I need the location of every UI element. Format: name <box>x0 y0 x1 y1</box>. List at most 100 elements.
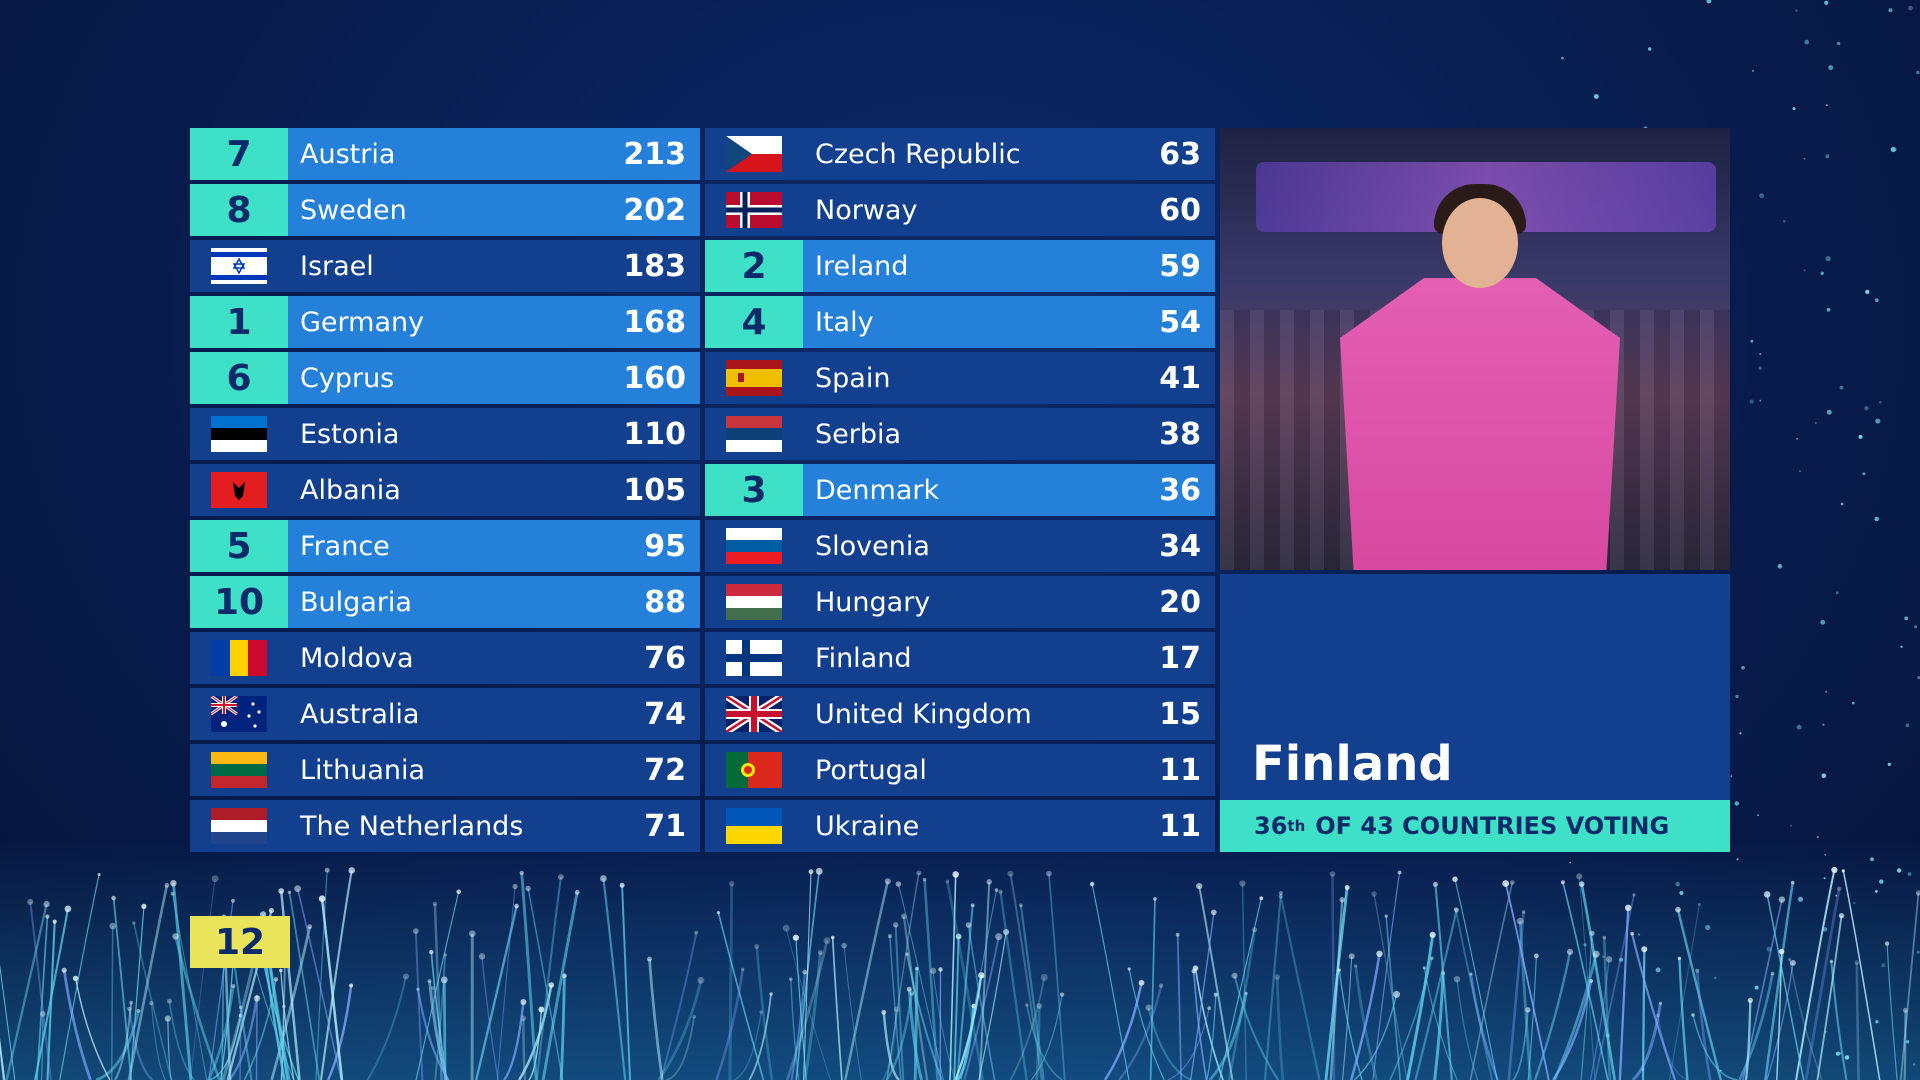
points-awarded: 8 <box>226 189 252 231</box>
country-score: 54 <box>1159 304 1201 340</box>
uk-flag-icon <box>726 696 782 732</box>
scoreboard-row-australia: Australia 74 <box>190 688 700 740</box>
finland-flag-icon <box>726 640 782 676</box>
flag-cell <box>705 688 803 740</box>
czech-flag-icon <box>726 136 782 172</box>
flag-cell <box>705 744 803 796</box>
country-name: Moldova <box>300 642 414 674</box>
country-name: Portugal <box>815 754 927 786</box>
points-awarded: 7 <box>226 133 252 175</box>
scoreboard-row-bulgaria: 10 Bulgaria 88 <box>190 576 700 628</box>
scoreboard-row-moldova: Moldova 76 <box>190 632 700 684</box>
scoreboard-row-italy: 4 Italy 54 <box>705 296 1215 348</box>
slovenia-flag-icon <box>726 528 782 564</box>
flag-cell <box>190 800 288 852</box>
points-awarded: 3 <box>741 469 767 511</box>
country-score: 105 <box>623 472 686 508</box>
country-score: 88 <box>644 584 686 620</box>
points-badge: 6 <box>190 352 288 404</box>
estonia-flag-icon <box>211 416 267 452</box>
scoreboard-row-cyprus: 6 Cyprus 160 <box>190 352 700 404</box>
country-score: 38 <box>1159 416 1201 452</box>
country-score: 17 <box>1159 640 1201 676</box>
hungary-flag-icon <box>726 584 782 620</box>
country-name: Hungary <box>815 586 931 618</box>
points-badge: 3 <box>705 464 803 516</box>
scoreboard-row-finland: Finland 17 <box>705 632 1215 684</box>
scoreboard-left-column: 7 Austria 213 8 Sweden 202 Israel 183 1 Germany 16… <box>190 128 700 856</box>
scoreboard-row-lithuania: Lithuania 72 <box>190 744 700 796</box>
country-score: 202 <box>623 192 686 228</box>
country-name: France <box>300 530 390 562</box>
scoreboard-row-ireland: 2 Ireland 59 <box>705 240 1215 292</box>
country-name: Spain <box>815 362 891 394</box>
spokesperson-video <box>1220 128 1730 570</box>
country-score: 76 <box>644 640 686 676</box>
country-score: 36 <box>1159 472 1201 508</box>
voting-total-text: OF 43 COUNTRIES VOTING <box>1315 812 1670 840</box>
country-name: Australia <box>300 698 420 730</box>
scoreboard-row-czech: Czech Republic 63 <box>705 128 1215 180</box>
netherlands-flag-icon <box>211 808 267 844</box>
flag-cell <box>190 688 288 740</box>
ukraine-flag-icon <box>726 808 782 844</box>
scoreboard-row-netherlands: The Netherlands 71 <box>190 800 700 852</box>
flag-cell <box>190 464 288 516</box>
scoreboard-right-column: Czech Republic 63 Norway 60 2 Ireland 59 4 Italy… <box>705 128 1215 856</box>
points-badge: 2 <box>705 240 803 292</box>
flag-cell <box>705 632 803 684</box>
albania-flag-icon <box>211 472 267 508</box>
presenter-head <box>1442 198 1518 288</box>
country-name: Cyprus <box>300 362 395 394</box>
country-name: Czech Republic <box>815 138 1021 170</box>
points-awarded: 1 <box>226 301 252 343</box>
country-score: 41 <box>1159 360 1201 396</box>
flag-cell <box>705 184 803 236</box>
country-name: Albania <box>300 474 401 506</box>
lithuania-flag-icon <box>211 752 267 788</box>
points-badge: 1 <box>190 296 288 348</box>
country-score: 15 <box>1159 696 1201 732</box>
country-name: Ireland <box>815 250 909 282</box>
country-score: 60 <box>1159 192 1201 228</box>
flag-cell <box>190 408 288 460</box>
points-awarded: 10 <box>213 581 265 623</box>
moldova-flag-icon <box>211 640 267 676</box>
country-score: 168 <box>623 304 686 340</box>
country-name: Serbia <box>815 418 902 450</box>
country-score: 11 <box>1159 752 1201 788</box>
country-score: 63 <box>1159 136 1201 172</box>
scoreboard-row-germany: 1 Germany 168 <box>190 296 700 348</box>
israel-flag-icon <box>211 248 267 284</box>
spokesperson-info-panel: Finland <box>1220 574 1730 800</box>
country-name: Estonia <box>300 418 400 450</box>
presenter-figure <box>1340 278 1620 570</box>
country-score: 213 <box>623 136 686 172</box>
flag-cell <box>190 744 288 796</box>
scoreboard-row-israel: Israel 183 <box>190 240 700 292</box>
country-score: 71 <box>644 808 686 844</box>
scoreboard-row-serbia: Serbia 38 <box>705 408 1215 460</box>
scoreboard-row-uk: United Kingdom 15 <box>705 688 1215 740</box>
flag-cell <box>705 352 803 404</box>
points-awarded: 6 <box>226 357 252 399</box>
country-name: Austria <box>300 138 396 170</box>
country-name: Denmark <box>815 474 940 506</box>
country-score: 11 <box>1159 808 1201 844</box>
country-name: Bulgaria <box>300 586 412 618</box>
serbia-flag-icon <box>726 416 782 452</box>
spain-flag-icon <box>726 360 782 396</box>
country-name: Norway <box>815 194 918 226</box>
flag-cell <box>190 632 288 684</box>
country-score: 95 <box>644 528 686 564</box>
country-score: 160 <box>623 360 686 396</box>
country-name: The Netherlands <box>300 810 524 842</box>
scoreboard-row-spain: Spain 41 <box>705 352 1215 404</box>
scoreboard-row-estonia: Estonia 110 <box>190 408 700 460</box>
flag-cell <box>705 408 803 460</box>
country-score: 34 <box>1159 528 1201 564</box>
points-badge: 8 <box>190 184 288 236</box>
points-badge: 5 <box>190 520 288 572</box>
points-badge: 7 <box>190 128 288 180</box>
